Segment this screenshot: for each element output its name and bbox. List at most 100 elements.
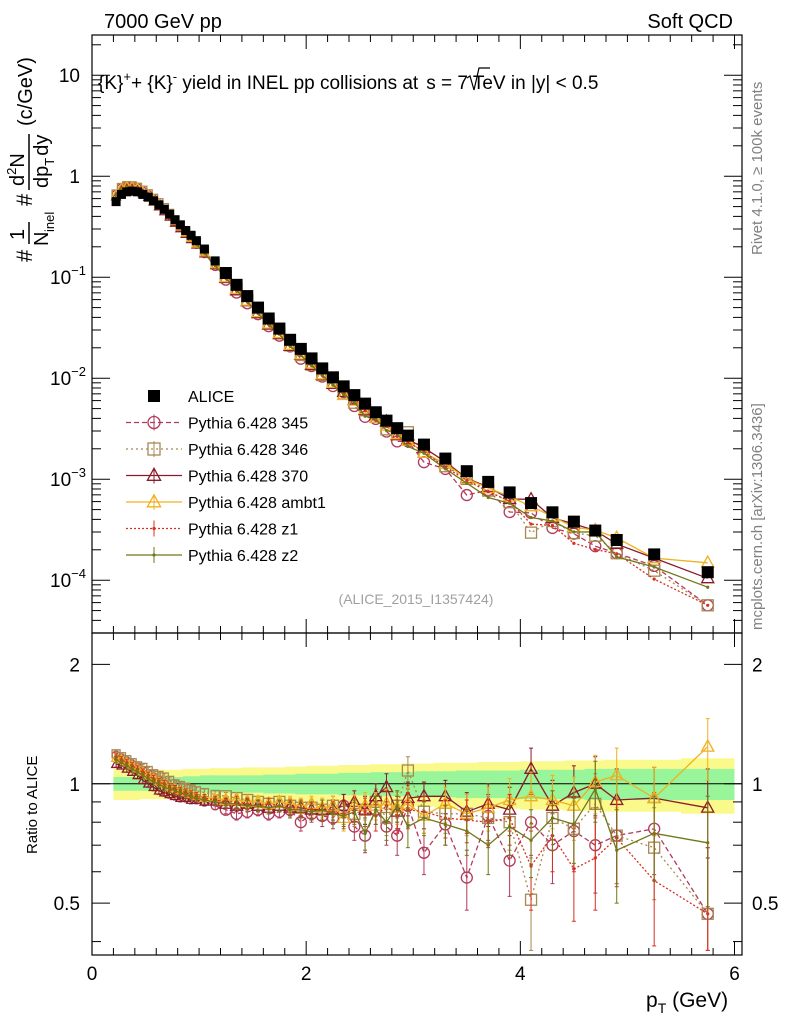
main-data-point	[465, 478, 469, 483]
main-data-point	[572, 530, 576, 534]
alice-data-point	[262, 312, 275, 325]
ratio-data-point	[189, 794, 193, 798]
ratio-data-point	[267, 806, 271, 810]
legend-marker-p370	[146, 466, 162, 481]
alice-data-point	[230, 278, 243, 291]
alice-data-point	[482, 475, 495, 488]
ratio-data-point	[384, 820, 389, 824]
svg-text:N: N	[31, 232, 53, 246]
alice-data-point	[648, 548, 661, 561]
x-axis-label: pT (GeV)	[646, 989, 728, 1016]
ratio-data-point	[137, 774, 149, 785]
ratio-data-point	[443, 822, 447, 826]
ratio-data-point	[114, 758, 118, 762]
ratio-data-point	[148, 781, 160, 792]
legend-label: Pythia 6.428 ambt1	[188, 495, 326, 512]
ratio-data-point	[486, 843, 490, 847]
ratio-data-point	[609, 767, 624, 781]
ratio-data-point	[572, 867, 576, 871]
main-data-point	[309, 363, 314, 368]
svg-text:#: #	[12, 193, 37, 206]
plot-title: {K}++ {K}- yield in INEL pp collisions a…	[98, 69, 598, 94]
alice-data-point	[348, 389, 361, 402]
ratio-data-point	[593, 787, 597, 791]
alice-data-point	[199, 244, 209, 254]
alice-data-point	[391, 422, 404, 435]
x-tick-label: 6	[729, 964, 740, 985]
alice-data-point	[369, 406, 382, 419]
y-tick-label: 10−4	[50, 566, 86, 592]
main-data-point	[336, 387, 351, 401]
ratio-data-point	[465, 829, 469, 833]
ratio-data-point	[130, 767, 134, 771]
ratio-data-point	[593, 856, 597, 860]
ratio-data-point	[700, 738, 715, 752]
legend-label: Pythia 6.428 345	[188, 416, 308, 433]
alice-data-point	[610, 533, 623, 546]
main-data-point	[615, 552, 619, 556]
ratio-data-point	[299, 808, 303, 812]
alice-data-point	[701, 566, 714, 579]
ratio-data-point	[125, 764, 129, 768]
ratio-data-point	[213, 800, 217, 804]
main-data-point	[331, 383, 335, 387]
ratio-data-point	[706, 841, 710, 845]
main-data-point	[550, 523, 555, 528]
alice-data-point	[186, 230, 196, 240]
alice-data-point	[133, 187, 143, 197]
ratio-data-point	[288, 808, 292, 812]
alice-data-point	[380, 414, 393, 427]
alice-data-point	[138, 189, 148, 199]
header-energy: 7000 GeV pp	[104, 11, 222, 33]
ratio-data-point	[406, 824, 410, 829]
ratio-y-tick-label-right: 0.5	[752, 894, 778, 915]
main-data-point	[384, 428, 389, 433]
alice-data-point	[143, 192, 153, 202]
main-data-point	[700, 554, 715, 568]
ratio-series-line	[115, 753, 709, 915]
ratio-data-point	[277, 804, 281, 808]
ratio-data-point	[401, 764, 415, 777]
series-z1	[114, 184, 710, 951]
main-plot-frame	[91, 34, 743, 634]
alice-data-point	[111, 197, 121, 207]
main-data-point	[615, 555, 619, 559]
ratio-data-point	[157, 782, 161, 786]
ratio-data-point	[706, 912, 710, 916]
ratio-data-point	[146, 777, 150, 781]
alice-data-point	[503, 486, 516, 499]
ratio-data-point	[309, 810, 314, 814]
ratio-data-point	[184, 792, 188, 797]
svg-text:(c/GeV): (c/GeV)	[15, 57, 37, 126]
ratio-data-point	[508, 824, 512, 829]
y-tick-label: 10−3	[50, 465, 86, 491]
main-data-point	[363, 409, 367, 413]
ratio-data-point	[142, 777, 154, 788]
alice-data-point	[417, 438, 430, 451]
ratio-data-point	[523, 788, 539, 802]
legend-label: Pythia 6.428 z1	[188, 522, 298, 539]
axes-ticks: 0 2 4 6 10 1 10−1 10−2 10−3 10−4 2 1 0.5 2 1 0.5	[50, 35, 778, 985]
ratio-data-point	[135, 770, 140, 774]
ratio-data-point	[374, 808, 378, 812]
alice-data-point	[210, 256, 220, 266]
ratio-data-point	[245, 804, 249, 808]
alice-data-point	[589, 524, 602, 537]
legend: ALICE Pythia 6.428 345 Pythia 6.428 346 Pyt…	[126, 389, 326, 565]
ratio-y-tick-label-right: 1	[752, 775, 763, 796]
mcplots-label: mcplots.cern.ch [arXiv:1306.3436]	[749, 403, 766, 630]
y-tick-label: 10−2	[50, 364, 86, 390]
ratio-data-point	[342, 814, 346, 818]
legend-label: ALICE	[188, 389, 234, 406]
legend-label: Pythia 6.428 346	[188, 442, 308, 459]
rivet-label: Rivet 4.1.0, ≥ 100k events	[749, 82, 766, 255]
svg-text:1: 1	[7, 229, 29, 240]
main-data-point	[342, 392, 346, 397]
alice-data-point	[316, 362, 329, 375]
alice-data-point	[305, 352, 318, 365]
main-data-point	[486, 495, 490, 500]
ratio-data-point	[363, 810, 367, 814]
alice-data-point	[273, 322, 286, 335]
main-data-point	[706, 603, 710, 607]
main-data-point	[422, 451, 426, 455]
